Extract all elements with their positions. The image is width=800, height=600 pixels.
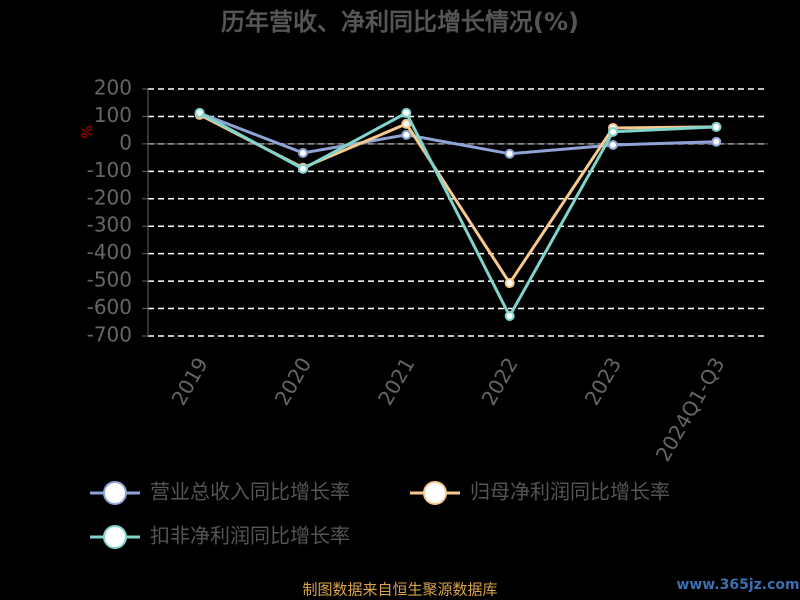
y-tick-label: -600 bbox=[87, 295, 132, 319]
legend-marker bbox=[103, 481, 127, 505]
point bbox=[711, 136, 722, 147]
point bbox=[711, 121, 722, 132]
y-tick-label: -700 bbox=[87, 323, 132, 347]
point bbox=[504, 148, 515, 159]
line bbox=[198, 110, 717, 320]
y-tick-label: -200 bbox=[87, 185, 132, 209]
y-tick-label: -500 bbox=[87, 268, 132, 292]
point bbox=[504, 310, 515, 321]
y-tick-label: -100 bbox=[87, 158, 132, 182]
y-tick-label: -300 bbox=[87, 213, 132, 237]
point bbox=[298, 147, 308, 158]
watermark: www.365jz.com bbox=[676, 577, 799, 593]
y-tick-label: 0 bbox=[119, 130, 132, 154]
legend-label: 归母净利润同比增长率 bbox=[470, 480, 670, 504]
point bbox=[401, 107, 412, 118]
legend-marker bbox=[103, 525, 127, 549]
point bbox=[608, 126, 618, 137]
line bbox=[199, 111, 717, 156]
y-tick-label: 100 bbox=[94, 103, 132, 127]
y-axis-label: % bbox=[80, 125, 96, 138]
point bbox=[401, 129, 412, 140]
legend-label: 扣非净利润同比增长率 bbox=[150, 524, 350, 548]
y-tick-label: -400 bbox=[87, 240, 132, 264]
point bbox=[298, 163, 308, 174]
chart-title: 历年营收、净利同比增长情况(%) bbox=[221, 8, 579, 36]
y-tick-label: 200 bbox=[94, 76, 132, 100]
legend-marker bbox=[423, 481, 447, 505]
point bbox=[608, 139, 618, 150]
point bbox=[194, 107, 205, 118]
point bbox=[504, 278, 515, 289]
source: 制图数据来自恒生聚源数据库 bbox=[302, 581, 497, 599]
legend-label: 营业总收入同比增长率 bbox=[150, 480, 350, 504]
